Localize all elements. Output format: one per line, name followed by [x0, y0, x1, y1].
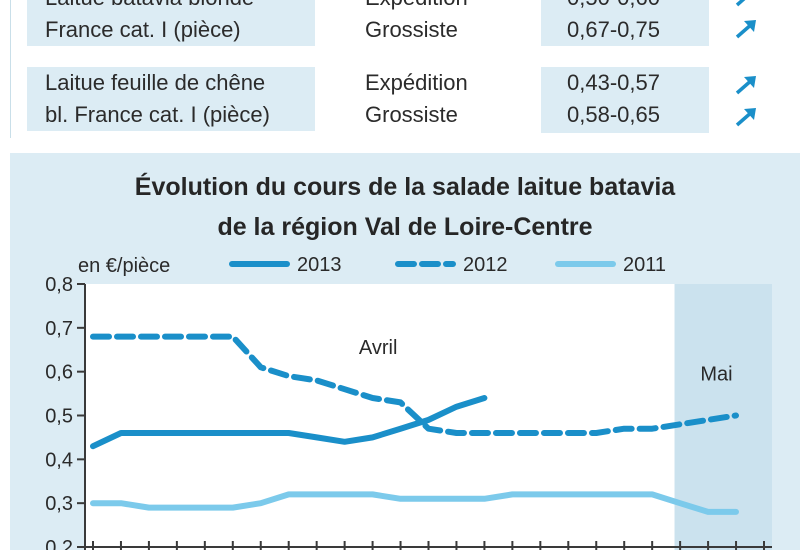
market-label: Grossiste — [365, 17, 458, 42]
price-cell-bg — [541, 0, 709, 46]
market-type: Expédition Grossiste — [365, 67, 535, 131]
price-value: 0,50-0,60 — [567, 0, 707, 14]
legend-label-2011: 2011 — [623, 254, 666, 276]
y-tick-label: 0,7 — [45, 318, 73, 340]
product-cell-bg — [27, 67, 315, 131]
series-line-2011 — [90, 491, 739, 515]
y-tick-label: 0,8 — [45, 274, 73, 296]
product-line: France cat. I (pièce) — [45, 17, 241, 42]
market-label: Expédition — [365, 0, 535, 14]
product-line: Laitue batavia blonde — [45, 0, 315, 14]
chart-title-line-2: de la région Val de Loire-Centre — [217, 213, 592, 241]
legend-label-2012: 2012 — [463, 254, 508, 276]
table-rule — [10, 0, 11, 138]
y-axis-unit-label: en €/pièce — [78, 255, 170, 277]
plot-area: 0,2 0,3 0,4 0,5 0,6 0,7 0,8 Avril Mai — [45, 274, 772, 550]
market-label: Grossiste — [365, 102, 458, 127]
legend-label-2013: 2013 — [297, 254, 342, 276]
y-tick-label: 0,4 — [45, 449, 73, 471]
table-row: Laitue batavia blonde France cat. I (piè… — [27, 0, 780, 46]
series-line-2012 — [90, 333, 739, 436]
y-tick-label: 0,3 — [45, 493, 73, 515]
price-range: 0,43-0,57 0,58-0,65 — [567, 67, 707, 131]
up-arrow-icon — [735, 108, 756, 127]
y-tick-label: 0,5 — [45, 406, 73, 428]
product-line: Laitue feuille de chêne — [45, 70, 266, 95]
y-tick-label: 0,2 — [45, 537, 73, 550]
up-arrow-icon — [735, 0, 746, 7]
product-line: bl. France cat. I (pièce) — [45, 102, 270, 127]
chart-legend: 2013 2012 2011 — [229, 254, 666, 276]
chart-title-line-1: Évolution du cours de la salade laitue b… — [135, 172, 677, 201]
table-row: Laitue feuille de chêne bl. France cat. … — [27, 67, 780, 133]
price-value: 0,67-0,75 — [567, 17, 660, 42]
market-type: Expédition Grossiste — [365, 0, 535, 46]
period-annotation: Mai — [700, 363, 732, 385]
price-cell-bg — [541, 67, 709, 133]
price-value: 0,43-0,57 — [567, 70, 660, 95]
product-name: Laitue batavia blonde France cat. I (piè… — [45, 0, 315, 46]
up-arrow-icon — [735, 20, 756, 39]
up-arrow-icon — [735, 76, 756, 95]
market-label: Expédition — [365, 70, 468, 95]
y-tick-label: 0,6 — [45, 362, 73, 384]
price-range: 0,50-0,60 0,67-0,75 — [567, 0, 707, 46]
product-cell-bg — [27, 0, 315, 46]
period-annotation: Avril — [359, 337, 398, 359]
price-value: 0,58-0,65 — [567, 102, 660, 127]
product-name: Laitue feuille de chêne bl. France cat. … — [45, 67, 315, 131]
